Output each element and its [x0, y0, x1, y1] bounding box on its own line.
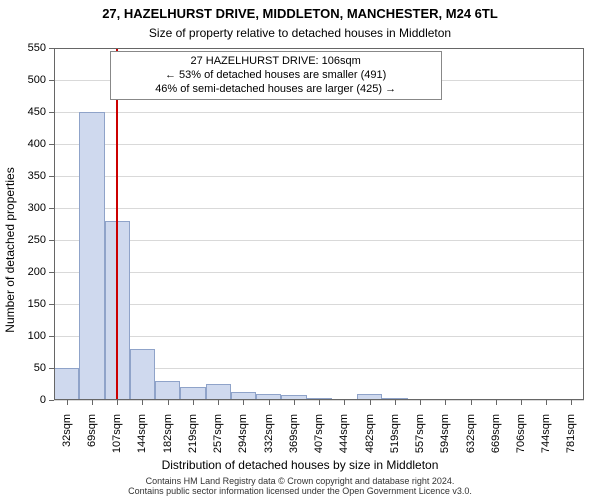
y-tick-label: 0 — [20, 394, 46, 406]
x-tick-mark — [344, 400, 345, 405]
y-tick-label: 450 — [20, 106, 46, 118]
x-tick-label: 744sqm — [540, 414, 552, 464]
x-tick-mark — [546, 400, 547, 405]
plot-border — [54, 48, 584, 400]
y-tick-label: 200 — [20, 266, 46, 278]
x-tick-label: 482sqm — [364, 414, 376, 464]
x-tick-mark — [269, 400, 270, 405]
y-tick-mark — [49, 240, 54, 241]
footer-line-2: Contains public sector information licen… — [0, 486, 600, 496]
y-tick-mark — [49, 144, 54, 145]
x-tick-mark — [168, 400, 169, 405]
x-tick-label: 294sqm — [237, 414, 249, 464]
chart-title: 27, HAZELHURST DRIVE, MIDDLETON, MANCHES… — [0, 6, 600, 21]
x-tick-label: 407sqm — [313, 414, 325, 464]
y-tick-label: 500 — [20, 74, 46, 86]
x-tick-mark — [496, 400, 497, 405]
x-tick-mark — [117, 400, 118, 405]
y-tick-mark — [49, 400, 54, 401]
footer-line-1: Contains HM Land Registry data © Crown c… — [0, 476, 600, 486]
x-tick-mark — [243, 400, 244, 405]
x-tick-mark — [445, 400, 446, 405]
x-tick-label: 107sqm — [111, 414, 123, 464]
y-tick-label: 400 — [20, 138, 46, 150]
x-tick-label: 706sqm — [515, 414, 527, 464]
x-tick-mark — [420, 400, 421, 405]
x-tick-label: 257sqm — [212, 414, 224, 464]
x-tick-label: 519sqm — [389, 414, 401, 464]
y-tick-mark — [49, 272, 54, 273]
y-tick-mark — [49, 336, 54, 337]
x-tick-label: 781sqm — [565, 414, 577, 464]
x-tick-label: 369sqm — [288, 414, 300, 464]
y-tick-label: 300 — [20, 202, 46, 214]
y-tick-mark — [49, 304, 54, 305]
x-tick-mark — [218, 400, 219, 405]
y-tick-mark — [49, 176, 54, 177]
x-tick-mark — [521, 400, 522, 405]
x-tick-mark — [319, 400, 320, 405]
y-tick-mark — [49, 368, 54, 369]
x-tick-label: 219sqm — [187, 414, 199, 464]
x-tick-mark — [370, 400, 371, 405]
x-tick-mark — [92, 400, 93, 405]
y-tick-mark — [49, 48, 54, 49]
y-tick-label: 100 — [20, 330, 46, 342]
y-tick-label: 350 — [20, 170, 46, 182]
x-tick-mark — [294, 400, 295, 405]
chart-container: 27, HAZELHURST DRIVE, MIDDLETON, MANCHES… — [0, 0, 600, 500]
x-tick-mark — [142, 400, 143, 405]
x-tick-label: 144sqm — [136, 414, 148, 464]
x-tick-label: 32sqm — [61, 414, 73, 464]
x-tick-label: 632sqm — [465, 414, 477, 464]
y-tick-label: 50 — [20, 362, 46, 374]
x-tick-label: 669sqm — [490, 414, 502, 464]
x-tick-label: 182sqm — [162, 414, 174, 464]
x-tick-mark — [67, 400, 68, 405]
y-tick-mark — [49, 80, 54, 81]
y-tick-mark — [49, 112, 54, 113]
x-tick-label: 444sqm — [338, 414, 350, 464]
plot-area: 27 HAZELHURST DRIVE: 106sqm← 53% of deta… — [54, 48, 584, 400]
y-tick-label: 550 — [20, 42, 46, 54]
x-tick-label: 594sqm — [439, 414, 451, 464]
y-tick-label: 150 — [20, 298, 46, 310]
x-tick-label: 332sqm — [263, 414, 275, 464]
y-tick-label: 250 — [20, 234, 46, 246]
x-tick-mark — [193, 400, 194, 405]
y-axis-label: Number of detached properties — [3, 167, 17, 332]
x-tick-mark — [395, 400, 396, 405]
x-tick-mark — [571, 400, 572, 405]
chart-subtitle: Size of property relative to detached ho… — [0, 26, 600, 40]
y-tick-mark — [49, 208, 54, 209]
footer-attribution: Contains HM Land Registry data © Crown c… — [0, 476, 600, 496]
x-tick-label: 557sqm — [414, 414, 426, 464]
x-tick-mark — [471, 400, 472, 405]
x-tick-label: 69sqm — [86, 414, 98, 464]
